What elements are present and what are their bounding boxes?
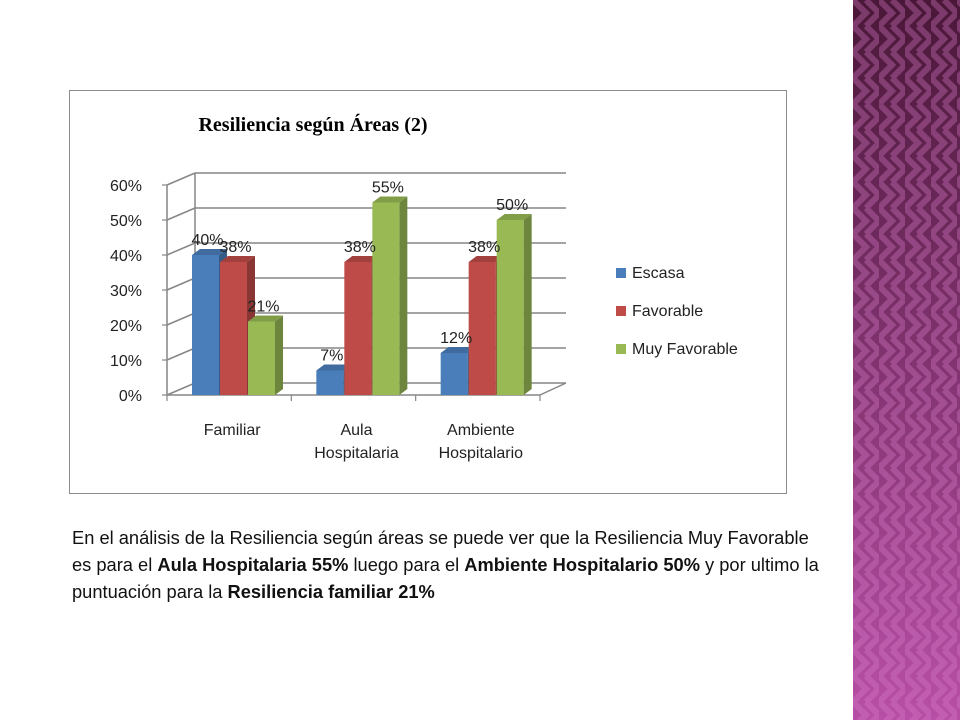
x-axis-depth — [539, 382, 567, 396]
y-tick-label: 0% — [119, 388, 142, 405]
desc-bold-ambiente: Ambiente Hospitalario 50% — [464, 554, 700, 575]
bar-chart: Resiliencia según Áreas (2) 0% 10% 20% 30% 4… — [110, 113, 738, 462]
chart-description: En el análisis de la Resiliencia según á… — [72, 524, 832, 605]
bar-front — [440, 353, 468, 395]
bar-front — [316, 370, 344, 395]
legend-swatch — [616, 344, 626, 354]
y-tick-label: 60% — [110, 178, 142, 195]
bar-value-label: 12% — [440, 330, 472, 347]
y-tick-label: 30% — [110, 283, 142, 300]
bar-muy-favorable — [496, 214, 532, 395]
x-category-label: Hospitalaria — [314, 445, 399, 462]
x-category-label: Hospitalario — [439, 445, 524, 462]
chart-frame: Resiliencia según Áreas (2) 0% 10% 20% 30% 4… — [69, 90, 787, 494]
chevron-pattern-background — [853, 0, 960, 720]
y-tick-label: 40% — [110, 248, 142, 265]
gridline-depth — [166, 242, 196, 256]
desc-bold-aula: Aula Hospitalaria 55% — [157, 554, 349, 575]
bar-top — [344, 256, 380, 262]
bar-muy-favorable — [372, 196, 408, 395]
bar-front — [248, 321, 275, 395]
bar-top — [316, 364, 352, 371]
y-tick-label: 50% — [110, 213, 142, 230]
desc-text-1: En el análisis de la Resiliencia según á… — [72, 527, 809, 575]
bar-value-label: 38% — [344, 239, 376, 256]
desc-text-2: luego para el — [348, 554, 465, 575]
gridline-depth — [166, 277, 196, 291]
gridline-depth — [166, 312, 196, 326]
desc-text-3: y por ultimo la puntuación para la — [72, 554, 819, 602]
bar-value-label: 40% — [191, 232, 223, 249]
bar-value-label: 7% — [320, 348, 343, 365]
bar-front — [372, 202, 400, 395]
x-category-label: Aula — [340, 422, 372, 439]
gridline-depth — [166, 207, 196, 221]
bar-muy-favorable — [248, 315, 283, 395]
x-category-label: Ambiente — [447, 422, 515, 439]
x-category-label: Familiar — [204, 422, 262, 439]
bar-front — [192, 255, 219, 395]
bar-front — [220, 262, 247, 395]
bar-top — [468, 256, 504, 262]
y-tick-label: 10% — [110, 353, 142, 370]
bar-front — [468, 262, 496, 395]
bar-top — [372, 196, 408, 203]
legend-label: Muy Favorable — [632, 341, 738, 358]
bar-top — [496, 214, 532, 220]
bar-value-label: 38% — [219, 239, 251, 256]
bar-side — [275, 315, 283, 395]
bar-value-label: 38% — [468, 239, 500, 256]
chart-title: Resiliencia según Áreas (2) — [198, 113, 427, 136]
bar-front — [496, 220, 524, 395]
bar-top — [440, 347, 476, 353]
bar-front — [344, 262, 372, 395]
bar-top — [220, 256, 255, 262]
gridline-depth — [166, 382, 196, 396]
legend-label: Escasa — [632, 265, 685, 282]
legend-swatch — [616, 306, 626, 316]
desc-bold-familiar: Resiliencia familiar 21% — [227, 581, 435, 602]
gridline-depth — [166, 347, 196, 361]
bar-side — [399, 196, 408, 395]
bar-value-label: 50% — [496, 197, 528, 214]
gridline-depth — [166, 172, 196, 186]
bar-top — [192, 249, 227, 255]
legend-swatch — [616, 268, 626, 278]
bar-top — [248, 315, 283, 322]
legend-label: Favorable — [632, 303, 703, 320]
decorative-side-panel — [853, 0, 960, 720]
bar-value-label: 21% — [247, 299, 279, 316]
y-tick-label: 20% — [110, 318, 142, 335]
bar-side — [523, 214, 532, 395]
bar-value-label: 55% — [372, 180, 404, 197]
